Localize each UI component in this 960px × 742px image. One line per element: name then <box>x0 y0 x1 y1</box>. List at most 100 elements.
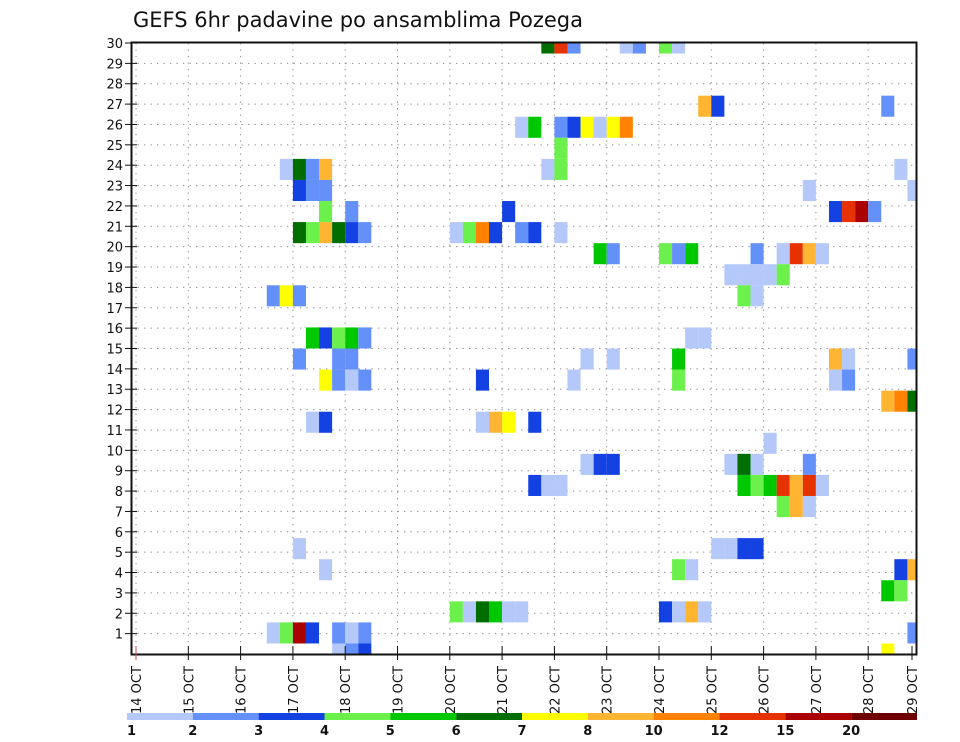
x-tick-label: 20 OCT <box>444 666 459 714</box>
heatmap-cell <box>724 264 738 286</box>
y-tick-label: 15 <box>106 343 123 358</box>
heatmap-cell <box>619 116 633 138</box>
heatmap-cell <box>789 495 803 518</box>
heatmap-cell <box>711 95 725 117</box>
heatmap-cell <box>528 474 542 496</box>
heatmap-cell <box>266 285 280 307</box>
heatmap-cell <box>685 559 699 581</box>
y-tick-label: 28 <box>106 78 123 93</box>
heatmap-cell <box>685 327 699 349</box>
heatmap-cell <box>475 369 490 391</box>
heatmap-cell <box>292 538 306 560</box>
y-tick-label: 14 <box>106 363 123 378</box>
colorbar-swatch <box>851 713 917 720</box>
heatmap-cell <box>802 495 816 518</box>
heatmap-cell <box>672 559 686 581</box>
y-tick-label: 25 <box>106 139 123 154</box>
heatmap-cell <box>279 158 293 180</box>
y-tick-label: 7 <box>115 505 123 520</box>
heatmap-cell <box>305 327 320 349</box>
colorbar-swatch <box>127 713 193 720</box>
heatmap-cell <box>619 43 633 54</box>
heatmap-cell <box>815 243 829 265</box>
heatmap-cell <box>802 179 816 202</box>
heatmap-cell <box>554 137 568 159</box>
heatmap-cell <box>292 179 306 202</box>
heatmap-cell <box>802 453 816 475</box>
heatmap-cell <box>659 601 673 623</box>
heatmap-cell <box>528 116 542 138</box>
heatmap-cell <box>332 222 346 244</box>
y-tick-label: 16 <box>106 322 123 337</box>
heatmap-cell <box>292 158 306 180</box>
colorbar-label: 7 <box>517 724 526 739</box>
y-tick-label: 3 <box>115 587 123 602</box>
x-tick-label: 28 OCT <box>862 666 877 714</box>
x-tick-label: 23 OCT <box>601 666 616 714</box>
x-tick-label: 26 OCT <box>758 666 773 714</box>
heatmap-cell <box>489 601 503 623</box>
x-tick-label: 24 OCT <box>653 666 668 714</box>
heatmap-cell <box>606 348 620 370</box>
heatmap-cell <box>541 158 555 180</box>
colorbar-label: 20 <box>842 724 860 739</box>
y-tick-label: 30 <box>106 37 123 52</box>
y-tick-label: 2 <box>115 607 123 622</box>
heatmap-cell <box>828 201 843 223</box>
heatmap-cell <box>606 116 620 138</box>
heatmap-cell <box>292 622 306 644</box>
heatmap-cell <box>554 222 568 244</box>
x-tick-label: 18 OCT <box>339 666 354 714</box>
heatmap-cell <box>672 243 686 265</box>
heatmap-cell <box>319 158 333 180</box>
colorbar-label: 5 <box>386 724 395 739</box>
heatmap-cell <box>358 222 372 244</box>
heatmap-cell <box>305 222 320 244</box>
heatmap-cell <box>632 43 646 54</box>
heatmap-cell <box>580 453 594 475</box>
heatmap-cell <box>305 179 320 202</box>
heatmap-cell <box>475 601 490 623</box>
colorbar-swatch <box>587 713 654 720</box>
heatmap-cell <box>776 264 790 286</box>
heatmap-cell <box>828 348 843 370</box>
y-tick-label: 18 <box>106 281 123 296</box>
y-tick-label: 11 <box>106 424 123 439</box>
heatmap-cell <box>358 327 372 349</box>
colorbar-label: 2 <box>188 724 197 739</box>
y-tick-label: 27 <box>106 98 123 113</box>
x-tick-label: 21 OCT <box>496 666 511 714</box>
heatmap-cell <box>881 95 895 117</box>
colorbar-swatch <box>522 713 588 720</box>
heatmap-cell <box>894 559 908 581</box>
colorbar-swatch <box>456 713 522 720</box>
colorbar-label: 3 <box>254 724 263 739</box>
heatmap-cell <box>319 201 333 223</box>
heatmap-cell <box>502 201 516 223</box>
heatmap-cell <box>292 222 306 244</box>
heatmap-cell <box>750 264 764 286</box>
heatmap-cell <box>305 622 320 644</box>
heatmap-cell <box>475 411 490 433</box>
heatmap-cell <box>881 643 895 654</box>
y-tick-label: 26 <box>106 118 123 133</box>
colorbar-swatch <box>719 713 786 720</box>
y-tick-label: 17 <box>106 302 123 317</box>
heatmap-cell <box>842 201 856 223</box>
heatmap-cell <box>358 622 372 644</box>
colorbar-swatch <box>324 713 391 720</box>
heatmap-cell <box>711 538 725 560</box>
heatmap-cell <box>528 222 542 244</box>
heatmap-cell <box>907 179 916 202</box>
heatmap-cell <box>737 538 751 560</box>
heatmap-cell <box>750 538 764 560</box>
heatmap-cell <box>776 474 790 496</box>
heatmap-cell <box>305 158 320 180</box>
heatmap-cell <box>475 222 490 244</box>
heatmap-cell <box>672 348 686 370</box>
heatmap-cell <box>672 43 686 54</box>
heatmap-cell <box>685 243 699 265</box>
y-tick-label: 1 <box>115 628 123 643</box>
heatmap-cell <box>345 327 359 349</box>
heatmap-cell <box>881 580 895 602</box>
